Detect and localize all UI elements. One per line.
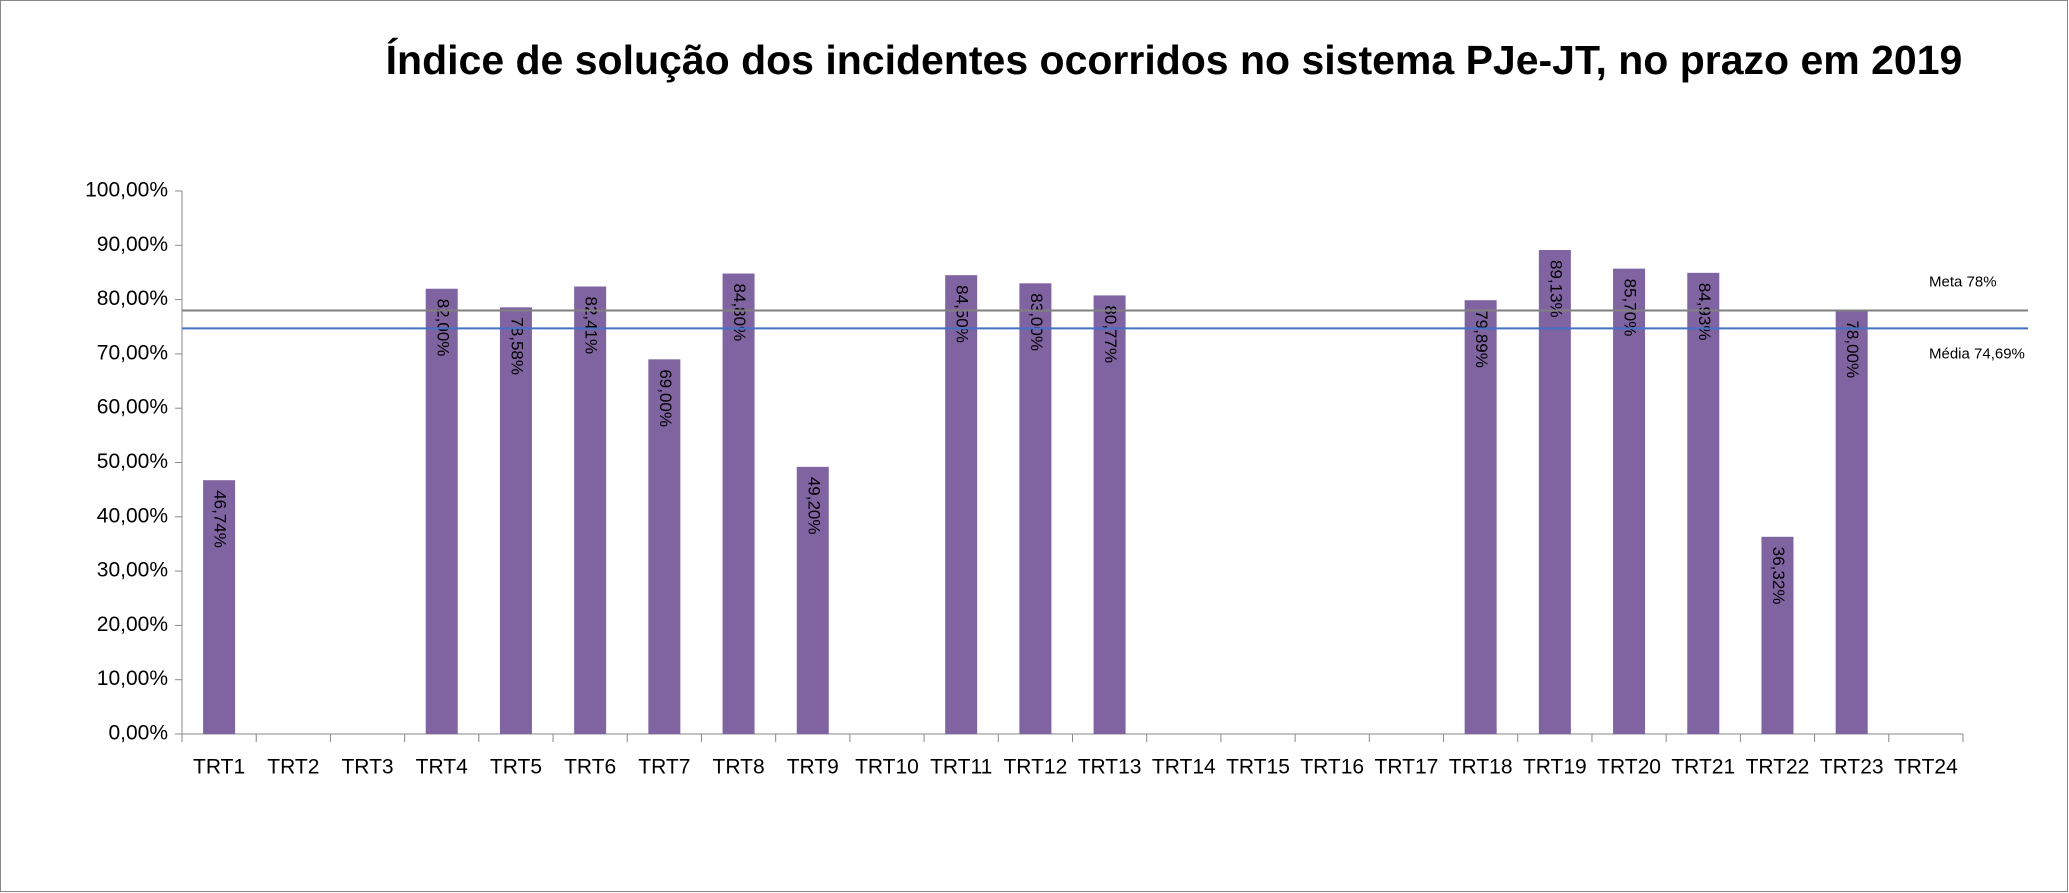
y-tick-label: 60,00% bbox=[97, 396, 168, 419]
y-tick-label: 80,00% bbox=[97, 287, 168, 310]
bar bbox=[1019, 283, 1052, 734]
bar bbox=[722, 273, 755, 734]
bar bbox=[499, 307, 532, 734]
value-label: 69,00% bbox=[656, 369, 675, 427]
x-tick-label: TRT21 bbox=[1671, 756, 1735, 779]
value-label: 84,50% bbox=[953, 285, 972, 343]
chart-title: Índice de solução dos incidentes ocorrid… bbox=[386, 37, 1963, 83]
value-label: 79,89% bbox=[1472, 310, 1491, 368]
x-tick-label: TRT11 bbox=[930, 756, 992, 779]
y-tick-label: 30,00% bbox=[97, 559, 168, 582]
value-label: 84,93% bbox=[1695, 283, 1714, 341]
value-label: 89,13% bbox=[1546, 260, 1565, 318]
bar bbox=[1835, 310, 1868, 734]
y-tick-label: 40,00% bbox=[97, 504, 168, 527]
x-tick-label: TRT4 bbox=[416, 756, 468, 779]
bar bbox=[1761, 536, 1794, 734]
x-tick-label: TRT18 bbox=[1449, 756, 1513, 779]
x-tick-label: TRT8 bbox=[713, 756, 765, 779]
x-tick-label: TRT19 bbox=[1523, 756, 1587, 779]
x-tick-label: TRT17 bbox=[1375, 756, 1439, 779]
value-label: 83,00% bbox=[1027, 293, 1046, 351]
bar bbox=[203, 480, 236, 734]
bar bbox=[648, 359, 681, 734]
x-tick-label: TRT3 bbox=[341, 756, 393, 779]
y-tick-label: 20,00% bbox=[97, 613, 168, 636]
bar bbox=[1613, 268, 1646, 734]
x-tick-label: TRT24 bbox=[1894, 756, 1958, 779]
x-tick-label: TRT12 bbox=[1003, 756, 1067, 779]
bar bbox=[945, 275, 978, 734]
bar bbox=[1464, 300, 1497, 734]
x-tick-label: TRT1 bbox=[193, 756, 245, 779]
value-label: 49,20% bbox=[804, 477, 823, 535]
x-tick-label: TRT23 bbox=[1820, 756, 1884, 779]
value-label: 78,00% bbox=[1843, 320, 1862, 378]
value-label: 36,32% bbox=[1769, 547, 1788, 605]
reference-label: Média 74,69% bbox=[1929, 345, 2025, 362]
value-label: 46,74% bbox=[211, 490, 230, 548]
reference-label: Meta 78% bbox=[1929, 273, 1997, 290]
bar bbox=[425, 288, 458, 734]
x-tick-label: TRT15 bbox=[1226, 756, 1290, 779]
x-tick-label: TRT16 bbox=[1300, 756, 1364, 779]
value-label: 82,41% bbox=[582, 297, 601, 355]
y-tick-label: 0,00% bbox=[108, 722, 168, 745]
bar bbox=[1093, 295, 1126, 734]
value-label: 84,80% bbox=[730, 284, 749, 342]
x-tick-label: TRT5 bbox=[490, 756, 542, 779]
value-label: 80,77% bbox=[1101, 305, 1120, 363]
value-label: 78,58% bbox=[507, 317, 526, 375]
value-label: 85,70% bbox=[1621, 279, 1640, 337]
bar bbox=[796, 466, 829, 734]
y-tick-label: 50,00% bbox=[97, 450, 168, 473]
bar bbox=[574, 286, 607, 734]
y-tick-label: 10,00% bbox=[97, 667, 168, 690]
x-tick-label: TRT10 bbox=[855, 756, 919, 779]
y-tick-label: 70,00% bbox=[97, 341, 168, 364]
y-tick-label: 90,00% bbox=[97, 233, 168, 256]
x-tick-label: TRT20 bbox=[1597, 756, 1661, 779]
x-tick-label: TRT6 bbox=[564, 756, 616, 779]
x-tick-label: TRT2 bbox=[267, 756, 319, 779]
x-tick-label: TRT22 bbox=[1746, 756, 1810, 779]
x-tick-label: TRT13 bbox=[1078, 756, 1142, 779]
x-tick-label: TRT14 bbox=[1152, 756, 1216, 779]
x-tick-label: TRT9 bbox=[787, 756, 839, 779]
bar bbox=[1687, 272, 1720, 734]
y-tick-label: 100,00% bbox=[85, 179, 168, 202]
bar bbox=[1538, 250, 1571, 734]
x-tick-label: TRT7 bbox=[638, 756, 690, 779]
